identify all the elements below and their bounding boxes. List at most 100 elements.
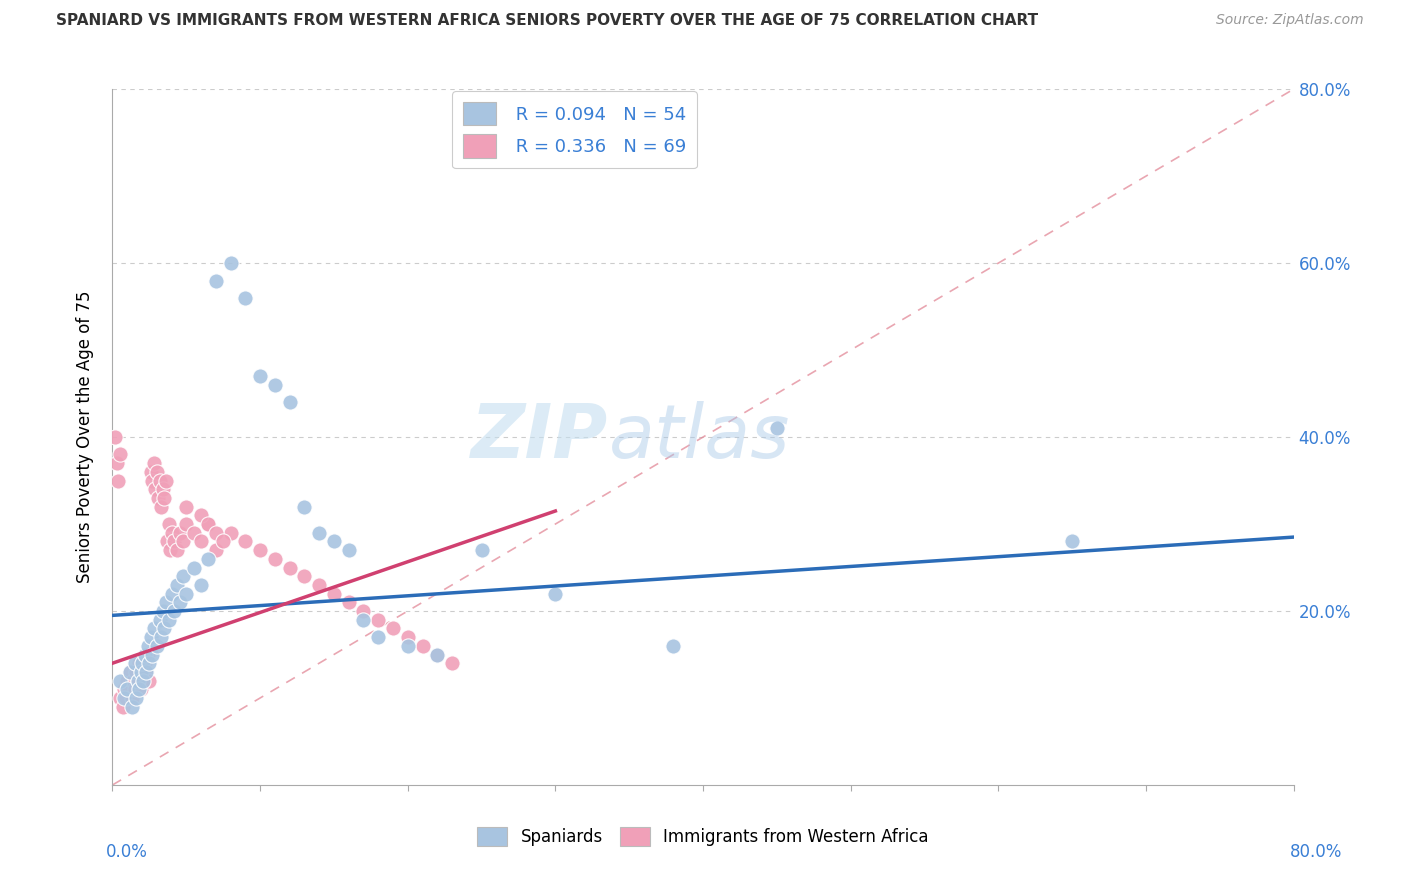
Point xyxy=(136,648,159,662)
Point xyxy=(323,587,346,601)
Point xyxy=(108,447,131,462)
Point xyxy=(135,665,157,679)
Point xyxy=(132,673,155,688)
Point xyxy=(337,543,360,558)
Point xyxy=(129,682,152,697)
Point xyxy=(323,534,346,549)
Point xyxy=(278,560,301,574)
Point xyxy=(169,595,191,609)
Point xyxy=(152,482,174,496)
Point xyxy=(121,690,143,705)
Point xyxy=(233,534,256,549)
Point xyxy=(264,377,287,392)
Point xyxy=(174,516,197,531)
Text: 0.0%: 0.0% xyxy=(105,843,148,861)
Point xyxy=(278,395,301,409)
Point xyxy=(131,665,153,679)
Point xyxy=(152,604,174,618)
Point xyxy=(146,639,169,653)
Point xyxy=(205,273,228,287)
Point xyxy=(470,543,494,558)
Point xyxy=(141,648,163,662)
Point xyxy=(190,578,212,592)
Point xyxy=(141,474,163,488)
Point xyxy=(146,465,169,479)
Point xyxy=(205,543,228,558)
Point xyxy=(367,630,389,644)
Point xyxy=(544,587,567,601)
Point xyxy=(156,534,179,549)
Point xyxy=(131,657,153,671)
Point xyxy=(139,630,162,644)
Point xyxy=(174,500,197,514)
Point xyxy=(426,648,449,662)
Point xyxy=(166,578,188,592)
Point xyxy=(157,613,180,627)
Point xyxy=(155,595,177,609)
Point xyxy=(1062,534,1084,549)
Point xyxy=(441,657,464,671)
Point xyxy=(160,587,183,601)
Point xyxy=(172,569,194,583)
Text: ZIP: ZIP xyxy=(471,401,609,474)
Text: atlas: atlas xyxy=(609,401,790,473)
Point xyxy=(163,604,186,618)
Point xyxy=(149,613,172,627)
Text: Source: ZipAtlas.com: Source: ZipAtlas.com xyxy=(1216,13,1364,28)
Point xyxy=(249,543,271,558)
Point xyxy=(138,673,160,688)
Point xyxy=(155,474,177,488)
Point xyxy=(174,587,197,601)
Point xyxy=(108,690,131,705)
Point xyxy=(153,491,176,505)
Point xyxy=(197,516,219,531)
Point xyxy=(149,474,172,488)
Point xyxy=(352,613,374,627)
Point xyxy=(308,578,330,592)
Point xyxy=(160,525,183,540)
Point xyxy=(117,673,138,688)
Point xyxy=(163,534,186,549)
Point xyxy=(166,543,188,558)
Point xyxy=(136,639,159,653)
Point xyxy=(766,421,789,435)
Point xyxy=(128,657,150,671)
Point xyxy=(125,690,148,705)
Text: 80.0%: 80.0% xyxy=(1291,843,1343,861)
Point xyxy=(143,482,166,496)
Point xyxy=(249,369,271,384)
Point xyxy=(183,525,205,540)
Point xyxy=(124,657,146,671)
Point xyxy=(114,690,136,705)
Point xyxy=(352,604,374,618)
Point xyxy=(142,456,165,470)
Point xyxy=(111,699,134,714)
Point xyxy=(205,525,228,540)
Point xyxy=(127,673,149,688)
Point xyxy=(169,525,191,540)
Point xyxy=(121,699,143,714)
Point xyxy=(183,560,205,574)
Point xyxy=(212,534,235,549)
Point xyxy=(129,665,152,679)
Point xyxy=(122,673,145,688)
Point xyxy=(120,665,142,679)
Point xyxy=(142,621,165,635)
Point xyxy=(159,543,181,558)
Point xyxy=(139,465,162,479)
Point xyxy=(396,639,419,653)
Point xyxy=(128,682,150,697)
Point xyxy=(153,621,176,635)
Point xyxy=(411,639,433,653)
Point xyxy=(135,665,157,679)
Point xyxy=(107,474,129,488)
Point xyxy=(138,657,160,671)
Point xyxy=(426,648,449,662)
Point xyxy=(292,569,315,583)
Point xyxy=(382,621,405,635)
Point xyxy=(150,630,173,644)
Point xyxy=(337,595,360,609)
Point xyxy=(157,516,180,531)
Point xyxy=(134,648,156,662)
Point xyxy=(308,525,330,540)
